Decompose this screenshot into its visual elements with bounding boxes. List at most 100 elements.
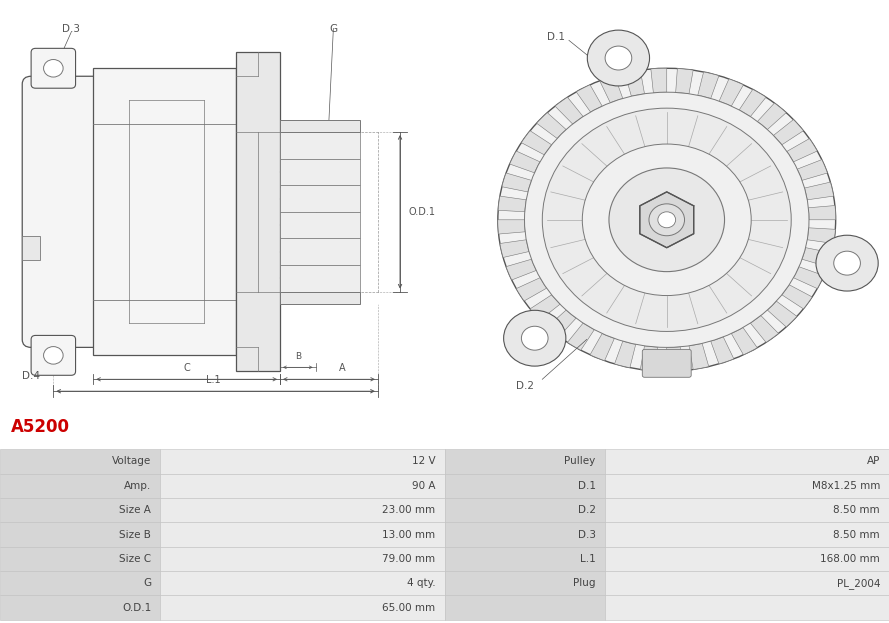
Bar <box>0 522 160 547</box>
Wedge shape <box>808 206 836 220</box>
Wedge shape <box>502 173 532 192</box>
Text: Plug: Plug <box>573 578 596 588</box>
Wedge shape <box>640 346 658 371</box>
Wedge shape <box>802 247 831 267</box>
Bar <box>444 473 605 498</box>
Text: 168.00 mm: 168.00 mm <box>821 554 880 564</box>
FancyBboxPatch shape <box>31 335 76 375</box>
Text: D.4: D.4 <box>22 371 40 381</box>
Wedge shape <box>781 285 813 309</box>
Text: B: B <box>295 353 300 361</box>
Wedge shape <box>698 72 719 98</box>
Bar <box>444 498 605 522</box>
Circle shape <box>582 144 751 295</box>
Text: D.1: D.1 <box>547 32 565 42</box>
Wedge shape <box>732 328 757 354</box>
Bar <box>160 498 444 522</box>
Wedge shape <box>521 131 552 155</box>
Bar <box>280 185 360 212</box>
Text: L.1: L.1 <box>580 554 596 564</box>
Circle shape <box>522 326 549 350</box>
Bar <box>160 571 444 596</box>
Bar <box>280 120 360 132</box>
Circle shape <box>658 212 676 228</box>
FancyBboxPatch shape <box>642 350 692 378</box>
Text: C: C <box>183 363 190 373</box>
Text: Size C: Size C <box>119 554 151 564</box>
Wedge shape <box>548 310 576 336</box>
Text: A5200: A5200 <box>11 417 69 435</box>
Text: AP: AP <box>867 457 880 467</box>
Text: D.3: D.3 <box>62 24 80 34</box>
Bar <box>0 571 160 596</box>
Bar <box>0 498 160 522</box>
Wedge shape <box>719 79 743 106</box>
Wedge shape <box>794 267 824 288</box>
Bar <box>444 547 605 571</box>
Text: D.1: D.1 <box>578 481 596 491</box>
Wedge shape <box>498 220 525 234</box>
Wedge shape <box>509 151 540 173</box>
Wedge shape <box>710 337 733 364</box>
Text: 13.00 mm: 13.00 mm <box>382 530 436 540</box>
Bar <box>160 522 444 547</box>
Wedge shape <box>537 113 566 138</box>
Wedge shape <box>517 278 547 301</box>
Text: D.3: D.3 <box>578 530 596 540</box>
Text: 79.00 mm: 79.00 mm <box>382 554 436 564</box>
Bar <box>444 596 605 620</box>
Text: 65.00 mm: 65.00 mm <box>382 602 436 612</box>
Text: Voltage: Voltage <box>112 457 151 467</box>
Bar <box>160 449 444 473</box>
Text: A: A <box>339 363 346 373</box>
FancyBboxPatch shape <box>22 76 102 348</box>
Bar <box>280 239 360 265</box>
Text: 8.50 mm: 8.50 mm <box>834 505 880 515</box>
Bar <box>0 596 160 620</box>
Wedge shape <box>530 295 560 320</box>
Wedge shape <box>750 315 779 343</box>
Circle shape <box>834 251 861 275</box>
Text: 4 qty.: 4 qty. <box>407 578 436 588</box>
Bar <box>605 547 889 571</box>
Text: Size B: Size B <box>119 530 151 540</box>
Text: Amp.: Amp. <box>124 481 151 491</box>
Circle shape <box>649 204 685 235</box>
Text: G: G <box>143 578 151 588</box>
Text: D.2: D.2 <box>578 505 596 515</box>
Wedge shape <box>500 240 529 257</box>
Wedge shape <box>767 301 797 327</box>
Circle shape <box>44 346 63 364</box>
Wedge shape <box>689 343 709 369</box>
Wedge shape <box>807 228 836 244</box>
Text: D.2: D.2 <box>516 381 533 391</box>
Circle shape <box>498 69 836 371</box>
Circle shape <box>816 235 878 291</box>
Bar <box>160 547 444 571</box>
Bar <box>605 449 889 473</box>
Wedge shape <box>787 138 817 162</box>
Wedge shape <box>805 182 834 200</box>
Circle shape <box>525 92 809 348</box>
Text: O.D.1: O.D.1 <box>122 602 151 612</box>
Circle shape <box>609 168 725 272</box>
Bar <box>280 188 316 235</box>
Circle shape <box>504 310 566 366</box>
Wedge shape <box>676 69 693 94</box>
Wedge shape <box>567 323 595 350</box>
Bar <box>280 265 360 292</box>
Wedge shape <box>739 89 766 117</box>
Bar <box>160 596 444 620</box>
Bar <box>0 449 160 473</box>
Bar <box>280 212 360 239</box>
Bar <box>280 132 360 159</box>
Circle shape <box>605 46 632 70</box>
Bar <box>160 473 444 498</box>
Bar <box>0 547 160 571</box>
Bar <box>236 52 280 371</box>
FancyBboxPatch shape <box>31 49 76 88</box>
Text: PL_2004: PL_2004 <box>837 578 880 589</box>
Bar <box>93 69 236 355</box>
Text: G: G <box>329 24 338 34</box>
Text: Size A: Size A <box>119 505 151 515</box>
